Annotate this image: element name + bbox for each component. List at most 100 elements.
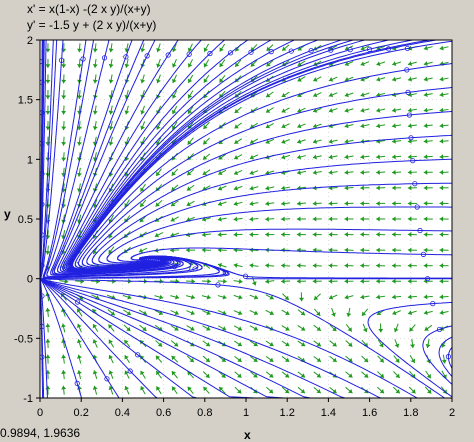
vector-arrow (344, 169, 354, 175)
trajectory-line (43, 280, 291, 398)
vector-arrow (61, 105, 67, 115)
vector-arrow (92, 323, 99, 333)
trajectory-line (438, 336, 452, 378)
vector-arrow (187, 137, 194, 145)
vector-arrow (407, 92, 417, 98)
trajectory-line (81, 110, 452, 268)
vector-arrow (331, 307, 336, 317)
vector-arrow (360, 294, 370, 300)
vector-arrow (249, 216, 259, 222)
vector-arrow (441, 370, 447, 379)
vector-arrow (265, 309, 274, 316)
vector-arrow (296, 232, 306, 238)
vector-arrow (76, 354, 82, 364)
y-tick-label: 0 (27, 274, 33, 286)
vector-arrow (423, 310, 433, 316)
vector-arrow (423, 154, 433, 160)
vector-arrow (344, 232, 354, 238)
vector-arrow (186, 184, 195, 191)
trajectory-marker (135, 352, 141, 358)
vector-arrow (265, 122, 274, 129)
vector-arrow (423, 263, 433, 269)
vector-arrow (218, 325, 227, 331)
vector-arrow (92, 339, 98, 348)
vector-arrow (392, 310, 401, 316)
vector-arrow (376, 232, 386, 238)
trajectory-marker (127, 368, 133, 374)
trajectory-marker (404, 45, 411, 52)
vector-arrow (249, 138, 259, 144)
vector-arrow (423, 247, 433, 253)
vector-arrow (281, 325, 290, 331)
vector-arrow (392, 138, 402, 144)
vector-arrow (296, 170, 306, 175)
vector-arrow (187, 43, 193, 53)
vector-arrow (92, 121, 98, 131)
equation-x-prime: x' = x(1-x) -(2 x y)/(x+y) (27, 2, 151, 16)
vector-arrow (217, 294, 227, 300)
vector-arrow (360, 92, 370, 98)
vector-arrow (108, 385, 114, 395)
vector-arrow (439, 154, 449, 160)
trajectory-marker (171, 263, 178, 270)
vector-arrow (423, 185, 433, 191)
vector-arrow (312, 123, 322, 129)
vector-arrow (108, 136, 114, 146)
vector-arrow (423, 294, 433, 300)
vector-arrow (425, 339, 431, 349)
vector-arrow (392, 76, 402, 82)
vector-arrow (217, 216, 227, 222)
vector-arrow (249, 170, 259, 175)
vector-arrow (424, 386, 432, 394)
vector-arrow (171, 168, 179, 176)
vector-arrow (407, 169, 417, 175)
vector-arrow (249, 185, 259, 191)
vector-arrow (361, 308, 369, 317)
vector-arrow (344, 263, 354, 269)
vector-arrow (410, 338, 415, 349)
vector-arrow (360, 232, 370, 238)
vector-arrow (281, 263, 291, 269)
vector-arrow (344, 107, 354, 113)
vector-arrow (439, 169, 449, 175)
vector-arrow (376, 185, 386, 191)
vector-arrow (171, 386, 178, 395)
trajectory-marker (268, 49, 274, 55)
vector-arrow (328, 76, 338, 82)
x-tick-label: 1.2 (280, 407, 295, 419)
vector-arrow (76, 323, 82, 333)
vector-arrow (313, 293, 321, 301)
vector-arrow (329, 386, 337, 394)
trajectory-marker (104, 376, 110, 382)
vector-arrow (265, 138, 275, 144)
vector-arrow (61, 136, 67, 146)
x-tick-label: 0.6 (156, 407, 171, 419)
vector-arrow (297, 325, 306, 331)
vector-arrow (296, 201, 306, 207)
vector-arrow (439, 92, 449, 98)
vector-arrow (218, 153, 227, 160)
vector-arrow (265, 340, 274, 347)
vector-arrow (233, 169, 243, 175)
vector-arrow (170, 325, 179, 331)
vector-arrow (233, 278, 243, 284)
vector-arrow (249, 309, 259, 316)
trajectory-marker (417, 227, 423, 234)
vector-arrow (170, 200, 179, 207)
vector-arrow (154, 232, 164, 238)
vector-arrow (234, 355, 242, 363)
vector-arrow (156, 74, 161, 84)
vector-arrow (392, 107, 402, 113)
vector-arrow (439, 138, 449, 144)
vector-arrow (313, 355, 322, 363)
vector-arrow (328, 154, 338, 160)
vector-arrow (234, 106, 242, 114)
vector-arrow (217, 278, 227, 284)
vector-arrow (361, 355, 369, 363)
vector-arrow (233, 201, 243, 207)
vector-arrow (77, 89, 83, 100)
vector-arrow (439, 278, 449, 284)
vector-arrow (313, 386, 322, 394)
vector-arrow (156, 136, 162, 146)
